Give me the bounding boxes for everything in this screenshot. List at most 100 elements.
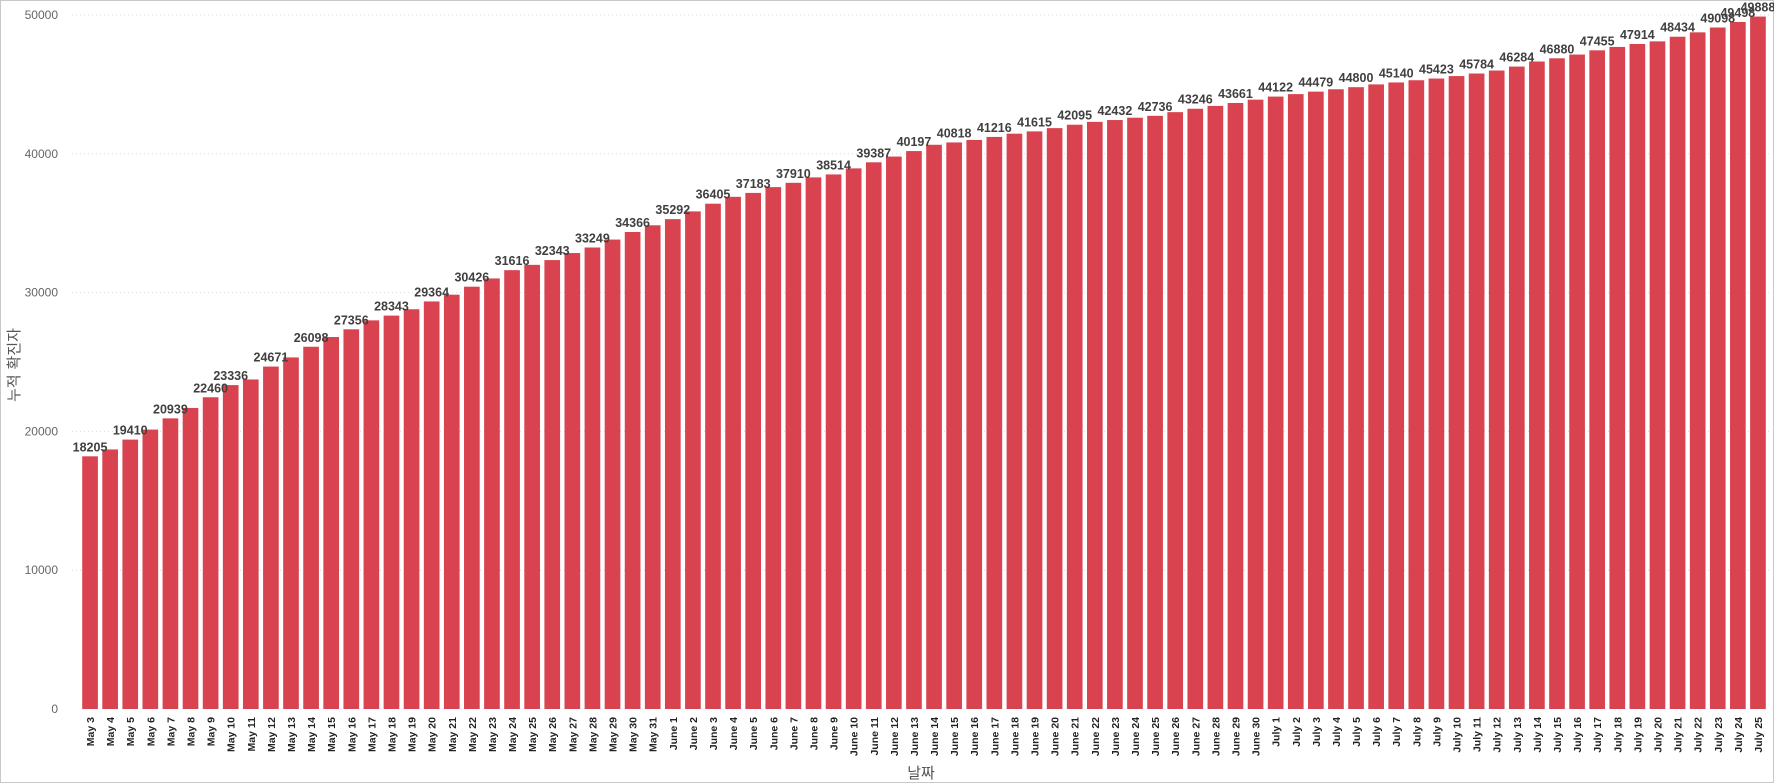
data-label: 22460 [193,381,228,395]
bar [423,301,440,709]
y-tick-label: 50000 [25,8,59,22]
x-tick-label: May 29 [608,717,620,752]
bar [805,177,822,709]
bar [1689,32,1706,710]
bar [1709,27,1726,709]
x-tick-label: June 29 [1230,717,1242,756]
bar [604,239,621,709]
x-tick-label: July 5 [1351,717,1363,747]
bar [1247,99,1264,710]
bar [263,366,279,709]
data-label: 44800 [1339,71,1374,85]
x-tick-label: June 22 [1090,717,1102,756]
bar [1468,73,1485,710]
bar [886,156,902,710]
x-tick-label: July 25 [1753,717,1765,753]
x-tick-label: May 10 [226,717,238,752]
data-label: 44122 [1258,81,1293,95]
bar [1529,61,1545,710]
x-tick-label: July 19 [1632,717,1644,753]
x-tick-label: June 15 [949,717,961,756]
bar [644,225,661,710]
x-tick-label: May 7 [165,717,177,746]
bar [1569,54,1585,710]
bar [1267,96,1284,709]
data-label: 18205 [73,440,108,454]
bar [222,385,239,709]
bar [504,270,520,709]
data-label: 42736 [1138,100,1173,114]
x-tick-label: June 3 [708,717,720,750]
bar [1147,115,1163,709]
bar [1348,87,1364,709]
data-label: 42432 [1098,104,1133,118]
bar [785,182,802,709]
x-tick-label: May 17 [366,717,378,752]
x-tick-label: July 14 [1532,717,1544,753]
data-label: 45140 [1379,66,1414,80]
x-tick-label: July 9 [1431,717,1443,747]
x-tick-label: June 17 [989,717,1001,756]
bar [564,253,581,710]
x-tick-label: June 14 [929,717,941,756]
bar [343,329,360,709]
bar [745,192,762,709]
bar [725,196,741,709]
x-tick-label: July 15 [1552,717,1564,753]
data-label: 47455 [1580,34,1615,48]
x-tick-label: May 30 [628,717,640,752]
bar [1589,50,1606,710]
bar [323,337,340,709]
data-label: 40818 [937,126,972,140]
bar [1127,117,1143,710]
bar [1448,76,1465,709]
data-label: 20939 [153,402,188,416]
x-tick-label: July 7 [1391,717,1403,747]
x-tick-label: June 24 [1130,717,1142,756]
x-tick-label: July 6 [1371,717,1383,747]
x-tick-label: June 25 [1150,717,1162,756]
y-tick-label: 0 [51,702,58,716]
data-label: 43246 [1178,93,1213,107]
bar [1308,91,1324,710]
x-tick-label: June 21 [1070,717,1082,756]
x-tick-label: May 26 [547,717,559,752]
x-tick-label: July 8 [1411,717,1423,747]
bar [1006,133,1023,709]
bar [685,211,701,710]
x-tick-label: May 14 [306,717,318,752]
bar [986,136,1003,709]
x-tick-label: May 16 [346,717,358,752]
x-tick-label: May 21 [447,717,459,752]
bar [403,309,420,709]
bar [242,379,259,709]
x-tick-label: June 8 [808,717,820,750]
x-tick-label: July 23 [1713,717,1725,753]
x-tick-label: May 22 [467,717,479,752]
x-tick-label: July 20 [1652,717,1664,753]
data-label: 45784 [1459,58,1494,72]
x-tick-label: July 16 [1572,717,1584,753]
x-tick-label: June 2 [688,717,700,750]
x-tick-label: June 30 [1251,717,1263,756]
bar [1750,16,1766,709]
data-label: 40197 [897,135,932,149]
y-tick-label: 20000 [25,424,59,438]
bar [1388,82,1405,710]
bar [363,320,380,709]
data-label: 32343 [535,244,570,258]
bar [765,187,782,709]
bar [865,162,882,709]
data-label: 49098 [1700,12,1735,26]
x-tick-label: July 17 [1592,717,1604,753]
data-label: 39387 [856,146,891,160]
x-tick-label: May 6 [145,717,157,746]
x-tick-label: June 23 [1110,717,1122,756]
data-label: 33249 [575,232,610,246]
x-tick-label: July 2 [1291,717,1303,747]
bar [926,144,942,709]
x-tick-label: July 11 [1472,717,1484,752]
bar [484,278,500,709]
bar [182,407,199,709]
